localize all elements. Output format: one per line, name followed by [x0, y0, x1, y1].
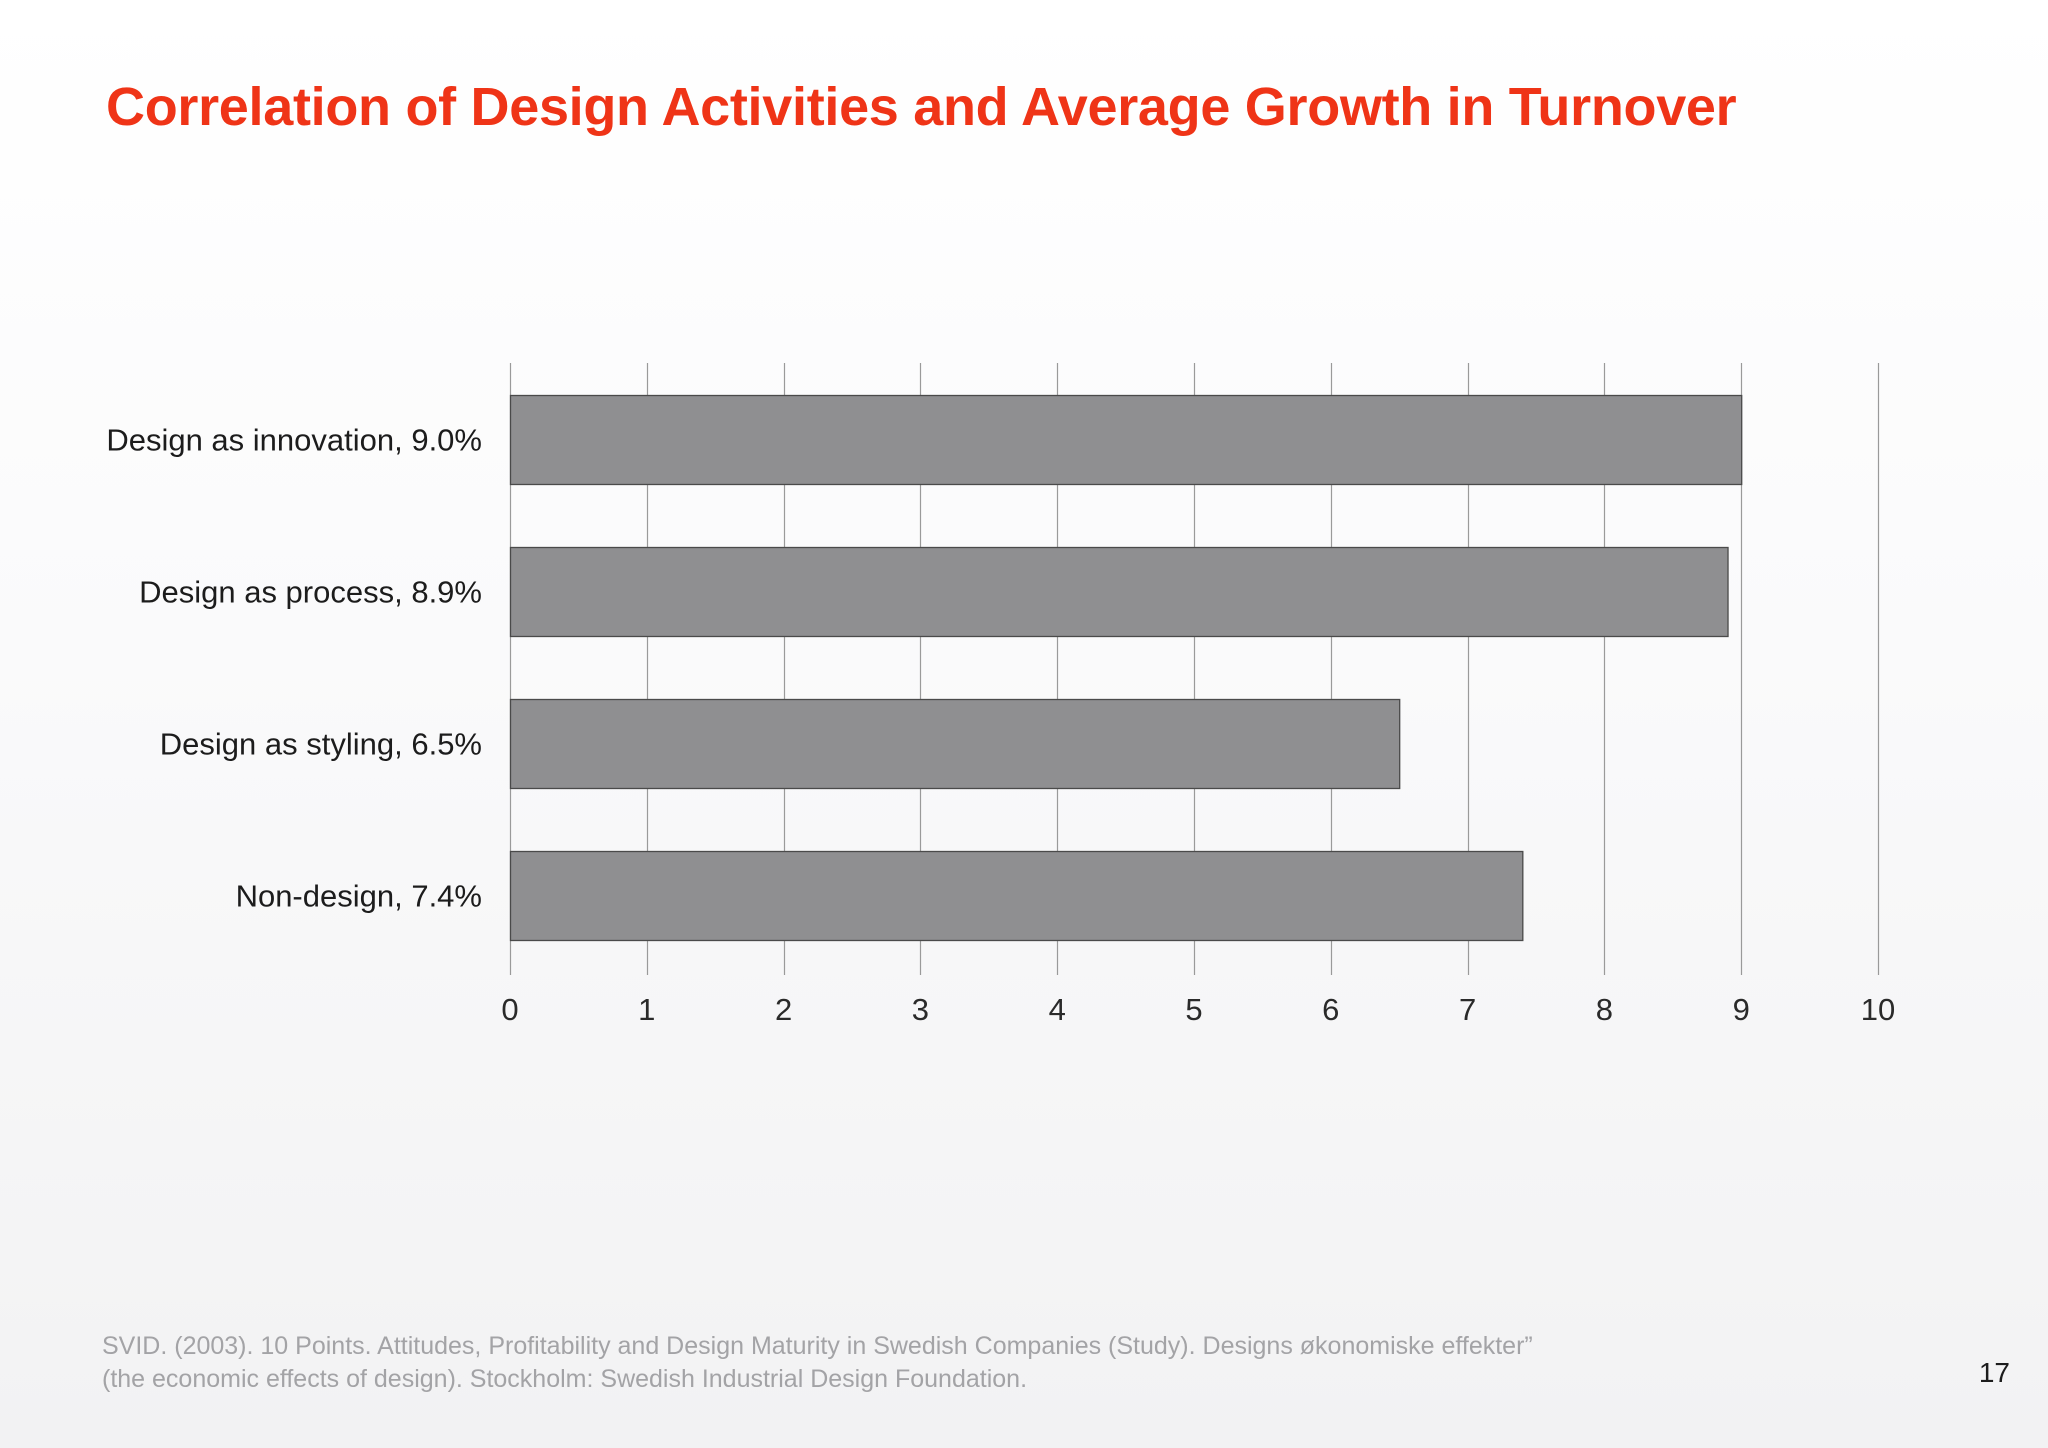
category-label-0: Design as innovation, 9.0% [106, 423, 482, 458]
slide-title: Correlation of Design Activities and Ave… [106, 77, 1737, 137]
x-tick-label-10: 10 [1861, 992, 1895, 1027]
x-tick-label-7: 7 [1459, 992, 1476, 1027]
x-tick-label-0: 0 [501, 992, 518, 1027]
bars [509, 394, 1743, 942]
x-tick-label-8: 8 [1596, 992, 1613, 1027]
bar-3 [509, 850, 1524, 942]
x-tick-label-6: 6 [1322, 992, 1339, 1027]
bar-2 [509, 698, 1401, 790]
x-tick-label-3: 3 [912, 992, 929, 1027]
page-number: 17 [1978, 1357, 2010, 1388]
source-line-2: (the economic effects of design). Stockh… [102, 1365, 1028, 1393]
bar-0 [509, 394, 1743, 486]
category-label-2: Design as styling, 6.5% [160, 727, 482, 762]
bar-1 [509, 546, 1729, 638]
category-label-3: Non-design, 7.4% [236, 879, 482, 914]
category-label-1: Design as process, 8.9% [139, 575, 482, 610]
x-tick-label-2: 2 [775, 992, 792, 1027]
x-tick-label-4: 4 [1049, 992, 1066, 1027]
source-citation: SVID. (2003). 10 Points. Attitudes, Prof… [102, 1330, 1742, 1396]
x-axis-tick-labels: 0 1 2 3 4 5 6 7 8 9 10 [501, 992, 1895, 1027]
category-labels: Design as innovation, 9.0% Design as proc… [106, 423, 482, 914]
x-tick-label-9: 9 [1733, 992, 1750, 1027]
source-line-1: SVID. (2003). 10 Points. Attitudes, Prof… [102, 1332, 1533, 1360]
bar-chart: Design as innovation, 9.0% Design as proc… [106, 363, 1895, 1027]
x-tick-label-1: 1 [638, 992, 655, 1027]
x-tick-label-5: 5 [1185, 992, 1202, 1027]
